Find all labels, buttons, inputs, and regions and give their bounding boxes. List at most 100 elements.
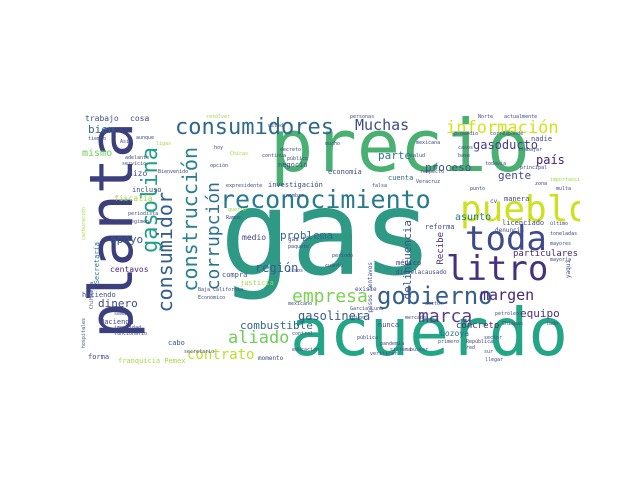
- word: gasoducto: [473, 138, 539, 152]
- word: periodista: [128, 211, 159, 217]
- word: sur: [484, 349, 494, 355]
- word: Lozoya: [440, 329, 469, 338]
- word: toneladas: [550, 231, 578, 237]
- word: Muchas: [355, 116, 410, 134]
- word: región: [255, 261, 299, 275]
- word: centavos: [110, 265, 149, 274]
- word: primero: [438, 339, 460, 345]
- word: llegar: [485, 357, 504, 363]
- word: servicio: [122, 161, 147, 167]
- word: tiempo: [88, 136, 107, 142]
- word: fiscalía: [114, 194, 153, 203]
- word: cuenta: [388, 174, 414, 182]
- word: principal: [520, 165, 548, 171]
- word: semana: [114, 311, 133, 317]
- word: República: [466, 339, 494, 345]
- word: falsa: [372, 183, 388, 189]
- word-cloud: gas precio planta acuerdo pueblo toda li…: [80, 112, 580, 368]
- word: bien: [88, 123, 115, 136]
- word: Veracruz: [416, 179, 441, 185]
- word: problema: [280, 229, 333, 242]
- word: mayores: [550, 241, 572, 247]
- word: compra: [222, 271, 248, 279]
- word: todavía: [485, 161, 507, 167]
- word: guerra: [228, 207, 247, 213]
- word: secretario: [184, 349, 215, 355]
- word: acuerdo: [290, 294, 569, 368]
- word: Hacienda: [100, 318, 134, 326]
- word: licenciado: [502, 219, 545, 227]
- word: negocio: [278, 161, 308, 169]
- word: casos: [458, 145, 474, 151]
- word: cv: [490, 198, 498, 205]
- word: actualmente: [504, 114, 538, 120]
- word: hospitales: [81, 318, 87, 349]
- word: existe: [355, 286, 377, 293]
- word: precio: [270, 112, 531, 188]
- word: sector: [484, 335, 503, 341]
- word: dinero: [98, 297, 138, 310]
- word: público: [287, 156, 309, 162]
- word: hizo: [128, 169, 148, 178]
- word: manera: [504, 195, 530, 203]
- word: importancia: [550, 177, 580, 183]
- word: Chihuahua: [89, 282, 95, 310]
- word: médico: [396, 259, 422, 267]
- word: Asia: [120, 139, 133, 145]
- word: equipo: [520, 307, 560, 320]
- word: doctor: [425, 301, 444, 307]
- word: adelante: [125, 155, 150, 161]
- word: Chiapas: [502, 321, 524, 327]
- word: Baja California: [198, 287, 244, 293]
- word: sistema: [390, 347, 412, 353]
- word: hoy: [214, 145, 224, 151]
- word: mucho: [325, 141, 341, 147]
- word: trabajar: [518, 147, 543, 153]
- word: Económico: [198, 295, 226, 301]
- word: mismo: [82, 148, 113, 159]
- word: cuánto: [325, 263, 344, 269]
- word: gobierno: [377, 282, 493, 310]
- word: base: [458, 153, 471, 159]
- word: impunidad: [114, 325, 142, 331]
- word: cabo: [168, 339, 185, 347]
- word: medio: [242, 233, 267, 242]
- word: país: [536, 153, 565, 167]
- word: consumidor: [153, 192, 177, 313]
- word: litro: [446, 249, 549, 289]
- word: dieselacausado: [396, 269, 447, 276]
- word: red: [466, 345, 476, 351]
- word: economía: [328, 168, 362, 176]
- word: petróleo: [495, 311, 520, 317]
- word: García Luna: [350, 306, 384, 312]
- word: pública: [357, 335, 379, 341]
- word: forma: [88, 353, 110, 361]
- word: haciendo: [82, 291, 116, 299]
- word: control: [292, 331, 314, 337]
- word: ligas: [156, 141, 172, 147]
- word: franquicia Pemex: [118, 357, 186, 365]
- word: reforma: [425, 223, 455, 231]
- word: asunto: [455, 212, 492, 223]
- word: lado: [546, 321, 559, 327]
- word: momento: [258, 355, 284, 362]
- word: combustible: [240, 319, 313, 332]
- word: pueblo: [460, 189, 580, 230]
- word: mexicana: [416, 140, 441, 146]
- word: verificar: [370, 351, 398, 357]
- word: incluso: [132, 186, 162, 194]
- word: corresponde: [490, 131, 524, 137]
- word: Bienvenido: [158, 169, 189, 175]
- word: mexicano: [288, 301, 313, 307]
- word: mayoría: [550, 257, 572, 263]
- word: sisos: [288, 268, 304, 274]
- word: empresa: [292, 286, 368, 307]
- word: paquete: [288, 244, 310, 250]
- word: Recibe: [436, 232, 446, 265]
- word: particulares: [513, 249, 579, 259]
- word: expresidente: [226, 183, 263, 189]
- word: investigación: [268, 181, 323, 189]
- word: punto: [470, 186, 486, 192]
- word: gas: [220, 164, 434, 302]
- word: carburación: [81, 207, 87, 241]
